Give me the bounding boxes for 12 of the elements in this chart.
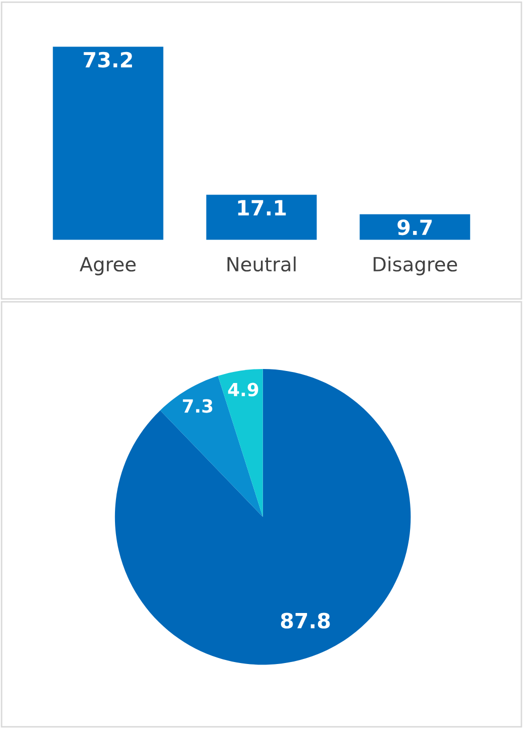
data-label: 9.7 bbox=[398, 219, 432, 236]
x-tick-label: Neutral bbox=[228, 256, 296, 272]
data-label: 4.9 bbox=[228, 382, 258, 396]
pie-slice bbox=[114, 368, 411, 665]
pie-slice bbox=[160, 376, 263, 517]
data-label: 73.2 bbox=[84, 52, 132, 68]
pie-slice bbox=[218, 368, 263, 517]
data-label: 87.8 bbox=[280, 612, 330, 629]
data-label: 17.1 bbox=[238, 200, 286, 216]
x-tick-label: Agree bbox=[80, 257, 136, 276]
data-label: 7.3 bbox=[182, 399, 212, 413]
x-tick-label: Disagree bbox=[374, 256, 457, 276]
